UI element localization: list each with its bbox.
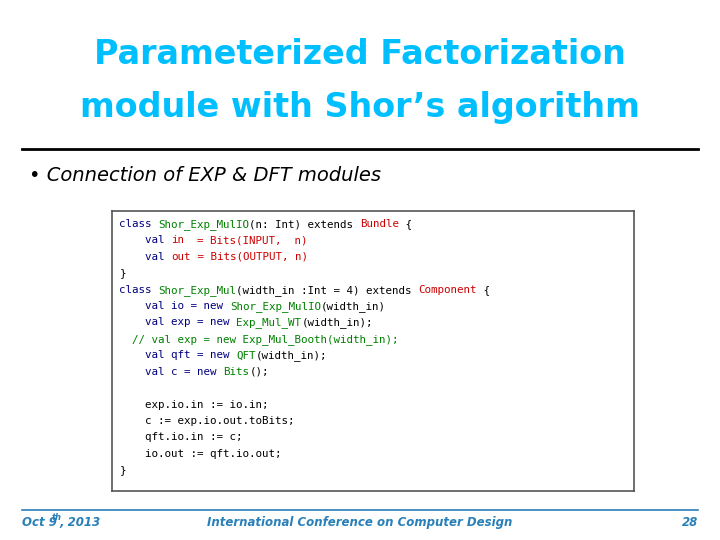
Text: Oct 9: Oct 9 <box>22 516 56 529</box>
Text: th: th <box>52 513 62 522</box>
Text: val: val <box>120 235 171 246</box>
Text: Bundle: Bundle <box>360 219 399 229</box>
Text: out: out <box>171 252 191 262</box>
Text: in: in <box>171 235 184 246</box>
Text: • Connection of EXP & DFT modules: • Connection of EXP & DFT modules <box>29 166 381 185</box>
Text: // val exp = new Exp_Mul_Booth(width_in);: // val exp = new Exp_Mul_Booth(width_in)… <box>120 334 399 345</box>
Text: ();: (); <box>249 367 269 377</box>
Text: International Conference on Computer Design: International Conference on Computer Des… <box>207 516 513 529</box>
Text: Exp_Mul_WT: Exp_Mul_WT <box>236 318 302 328</box>
Text: qft.io.in := c;: qft.io.in := c; <box>120 433 243 442</box>
Text: (width_in);: (width_in); <box>302 318 373 328</box>
Text: Shor_Exp_MulIO: Shor_Exp_MulIO <box>230 301 321 312</box>
Text: = Bits(OUTPUT, n): = Bits(OUTPUT, n) <box>191 252 308 262</box>
Text: module with Shor’s algorithm: module with Shor’s algorithm <box>80 91 640 125</box>
Text: exp.io.in := io.in;: exp.io.in := io.in; <box>120 400 269 409</box>
Text: val qft = new: val qft = new <box>120 350 236 360</box>
Text: {: { <box>477 285 490 295</box>
Text: c := exp.io.out.toBits;: c := exp.io.out.toBits; <box>120 416 295 426</box>
Text: Bits: Bits <box>223 367 249 377</box>
Text: {: { <box>399 219 412 229</box>
Text: }: } <box>120 465 126 475</box>
Text: Shor_Exp_Mul: Shor_Exp_Mul <box>158 285 236 295</box>
Text: (width_in): (width_in) <box>321 301 386 312</box>
Text: (width_in);: (width_in); <box>256 350 328 361</box>
Text: 28: 28 <box>682 516 698 529</box>
Text: val c = new: val c = new <box>120 367 223 377</box>
Text: (width_in :Int = 4) extends: (width_in :Int = 4) extends <box>236 285 418 295</box>
Text: val: val <box>120 252 171 262</box>
Text: io.out := qft.io.out;: io.out := qft.io.out; <box>120 449 282 459</box>
Text: (n: Int) extends: (n: Int) extends <box>249 219 360 229</box>
Text: , 2013: , 2013 <box>59 516 100 529</box>
Text: QFT: QFT <box>236 350 256 360</box>
Text: val exp = new: val exp = new <box>120 318 236 327</box>
Text: class: class <box>120 219 158 229</box>
Text: class: class <box>120 285 158 295</box>
Text: = Bits(INPUT,  n): = Bits(INPUT, n) <box>184 235 308 246</box>
Text: }: } <box>120 268 126 278</box>
Text: Shor_Exp_MulIO: Shor_Exp_MulIO <box>158 219 249 230</box>
Text: val io = new: val io = new <box>120 301 230 311</box>
Text: Component: Component <box>418 285 477 295</box>
Text: Parameterized Factorization: Parameterized Factorization <box>94 37 626 71</box>
